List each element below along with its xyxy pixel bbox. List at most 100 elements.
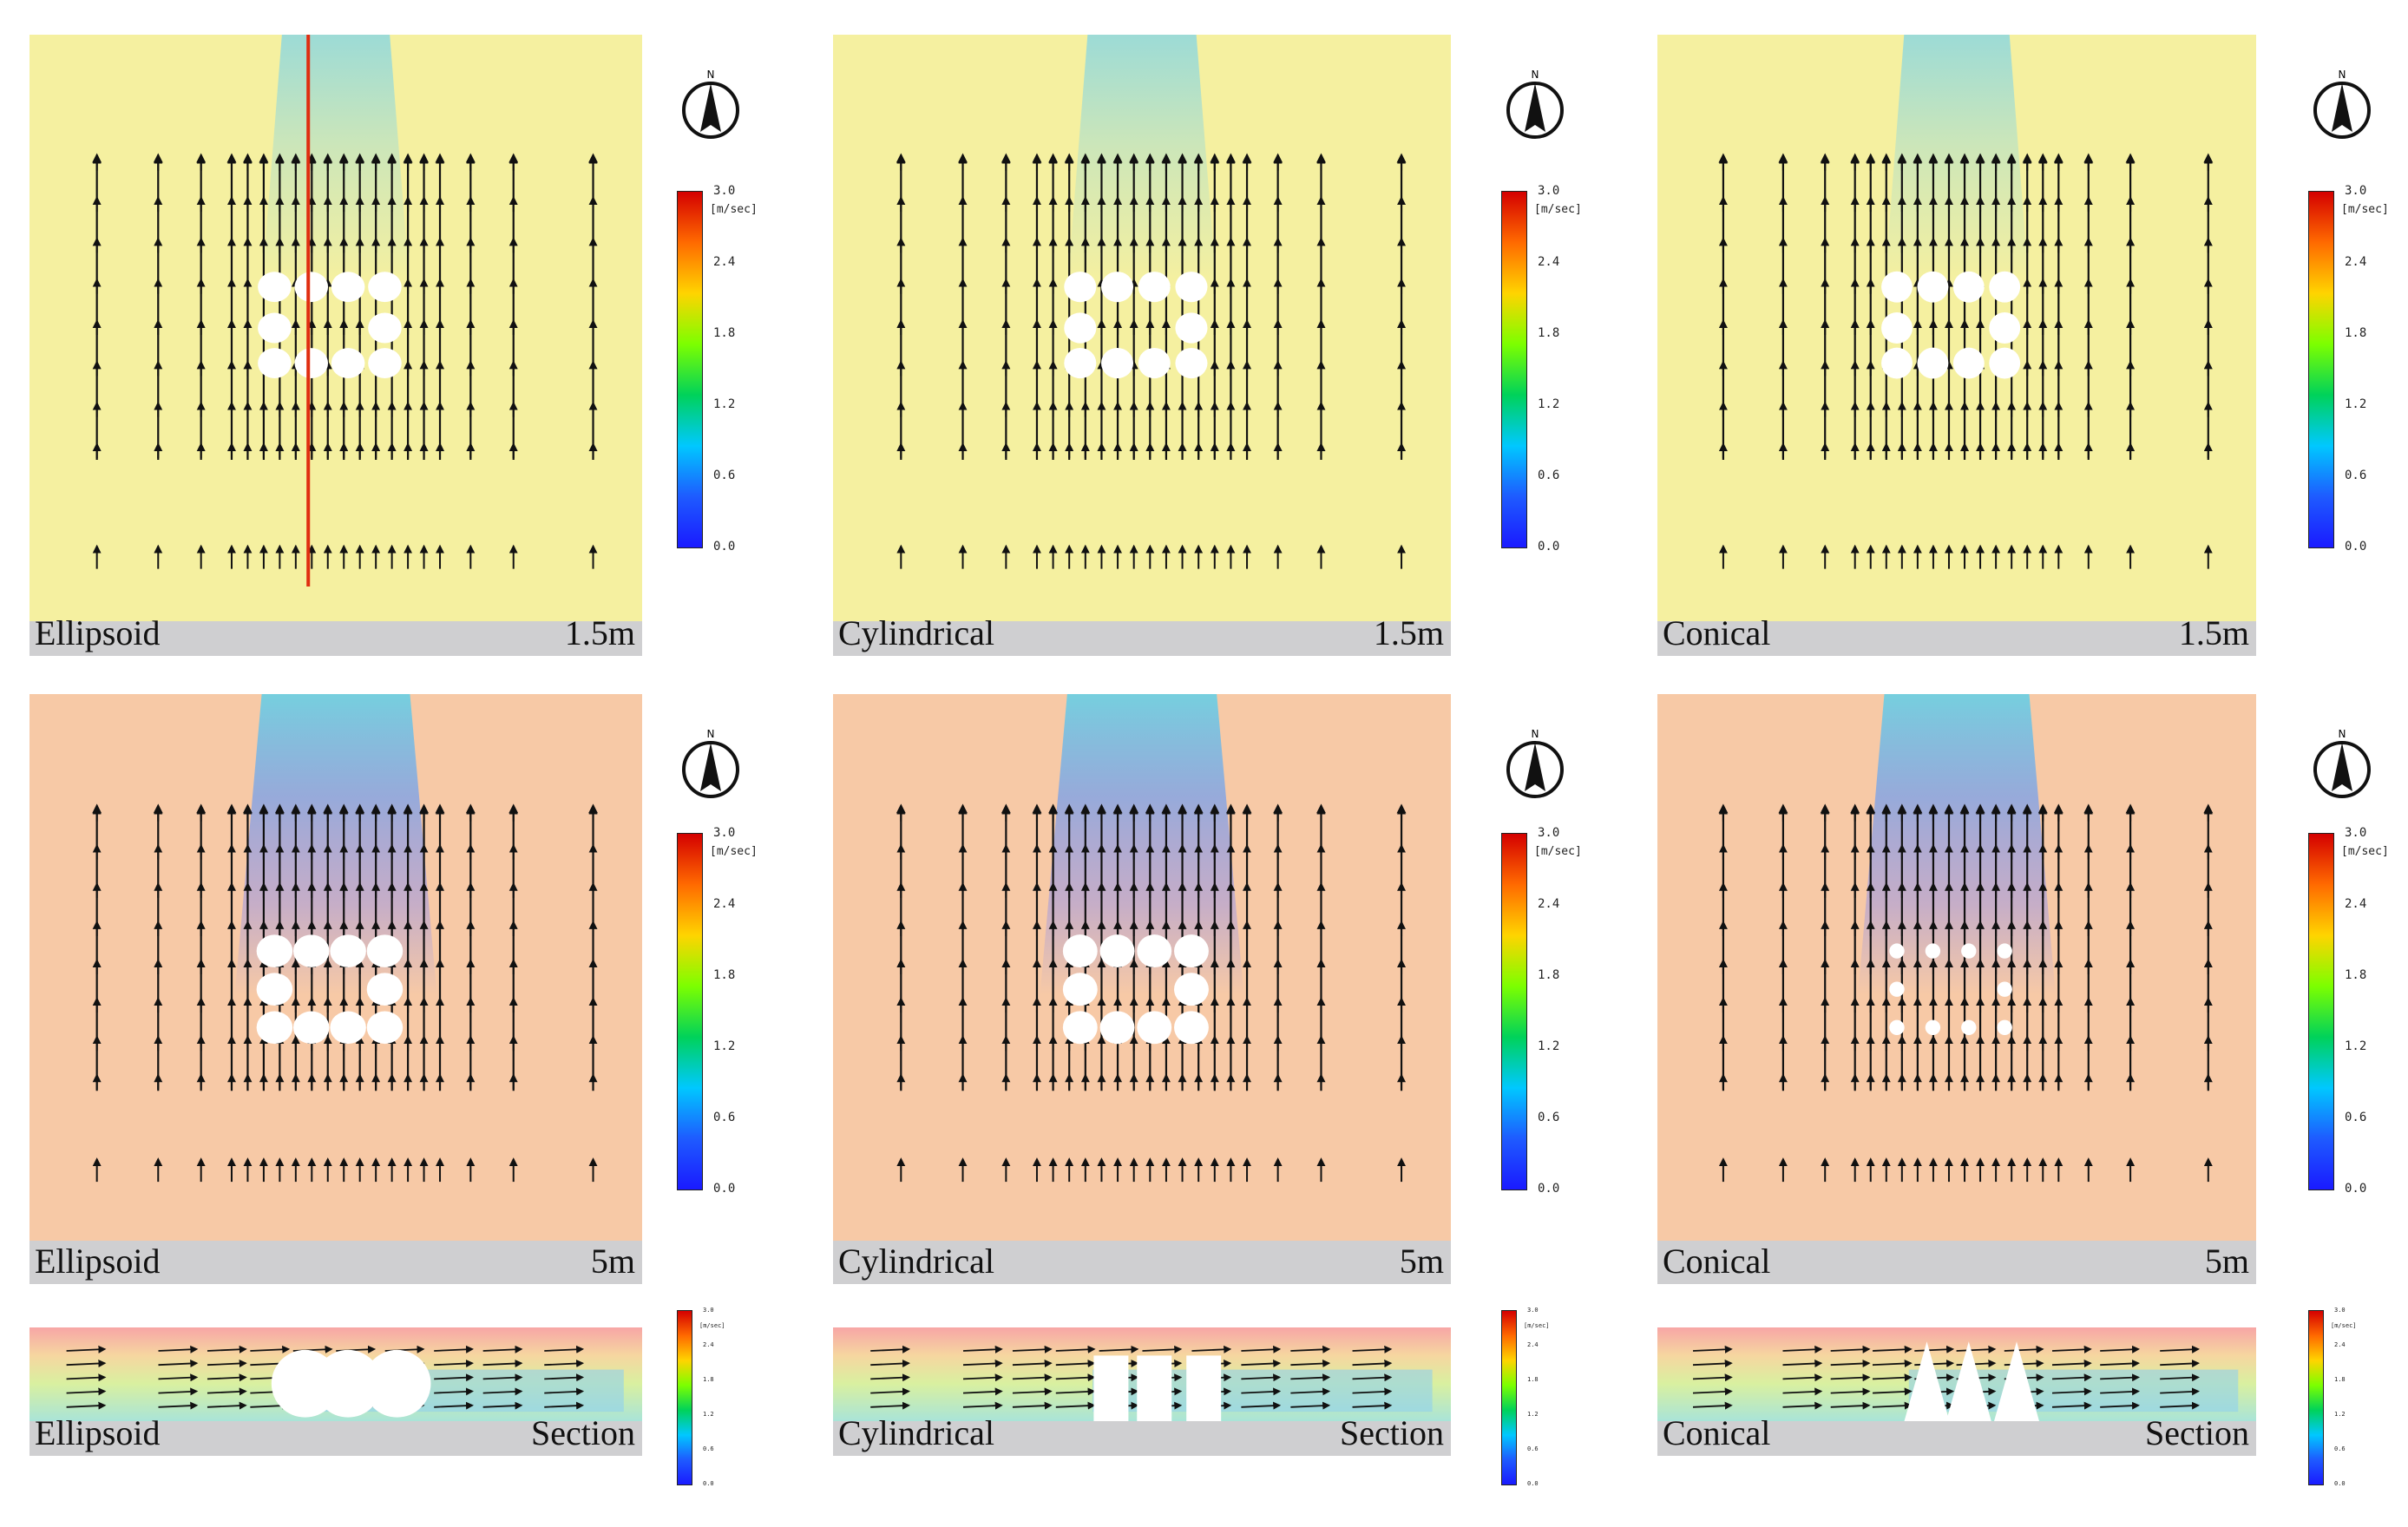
panel-ellipsoid-row2: Ellipsoid 5m <box>30 694 642 1284</box>
obstacle <box>1064 272 1097 303</box>
legend-unit: [m/sec] <box>1534 845 1582 858</box>
obstacle <box>1889 943 1905 959</box>
velocity-arrow <box>2160 1387 2200 1396</box>
velocity-arrow <box>1914 1345 1955 1353</box>
legend-tick-label: 3.0 <box>713 184 736 198</box>
velocity-arrow <box>2160 1360 2200 1368</box>
legend-color-bar <box>677 191 703 548</box>
obstacle <box>331 348 365 378</box>
obstacle <box>1881 271 1913 303</box>
legend-tick-label: 2.4 <box>2334 1341 2346 1348</box>
north-arrow-icon: N <box>1505 727 1565 798</box>
velocity-arrow <box>207 1345 247 1353</box>
velocity-arrow <box>962 1373 1003 1382</box>
velocity-arrow <box>158 1387 199 1396</box>
obstacle <box>294 348 329 378</box>
obstacle <box>1186 1355 1222 1421</box>
velocity-vectors <box>896 153 1407 569</box>
velocity-arrow <box>870 1345 910 1353</box>
velocity-arrow <box>2160 1345 2200 1353</box>
obstacle <box>1925 1019 1941 1035</box>
obstacle <box>1064 347 1097 379</box>
velocity-arrow <box>962 1387 1003 1396</box>
velocity-arrow <box>1352 1360 1393 1368</box>
obstacle <box>1101 272 1134 303</box>
legend-tick-label: 0.6 <box>2334 1445 2346 1452</box>
obstacle <box>1994 1341 2039 1421</box>
legend-tick-label: 0.6 <box>713 1111 736 1124</box>
legend-tick-label: 1.2 <box>2345 397 2367 411</box>
panel-conical-row2: Conical 5m <box>1657 694 2256 1284</box>
legend-color-bar <box>2308 1310 2324 1485</box>
velocity-arrow <box>2160 1401 2200 1410</box>
obstacle <box>1917 271 1949 303</box>
velocity-vectors <box>92 153 599 569</box>
velocity-arrow <box>870 1387 910 1396</box>
velocity-arrow <box>1830 1345 1871 1353</box>
obstacle <box>1904 1341 1950 1421</box>
obstacle <box>258 348 292 378</box>
svg-text:N: N <box>707 69 715 81</box>
obstacle <box>1961 1019 1977 1035</box>
obstacle <box>1917 347 1949 379</box>
north-arrow-icon: N <box>2312 68 2372 139</box>
obstacle <box>1137 1355 1172 1421</box>
obstacle <box>1989 312 2021 344</box>
velocity-arrow <box>1872 1360 1913 1368</box>
velocity-arrow <box>870 1373 910 1382</box>
obstacle-group <box>1889 943 2012 1035</box>
obstacle <box>1889 1019 1905 1035</box>
velocity-arrow <box>2100 1387 2140 1396</box>
velocity-arrow <box>158 1401 199 1410</box>
velocity-arrow <box>1191 1345 1232 1353</box>
panel-caption: Cylindrical 1.5m <box>833 616 1451 656</box>
obstacle <box>1989 271 2021 303</box>
velocity-arrow <box>2160 1373 2200 1382</box>
obstacle <box>256 1011 293 1045</box>
velocity-arrow <box>1241 1373 1282 1382</box>
height-label: 5m <box>1399 1242 1444 1281</box>
velocity-arrow <box>434 1345 474 1353</box>
velocity-arrow <box>1012 1373 1053 1382</box>
obstacle <box>330 934 366 967</box>
svg-text:N: N <box>2339 728 2346 740</box>
legend-tick-label: 0.6 <box>703 1445 714 1452</box>
legend-unit: [m/sec] <box>2341 845 2389 858</box>
velocity-arrow <box>1055 1373 1096 1382</box>
legend-tick-label: 2.4 <box>2345 897 2367 911</box>
obstacle <box>294 272 329 303</box>
velocity-arrow <box>1782 1387 1823 1396</box>
obstacle <box>1997 981 2012 997</box>
velocity-arrow <box>2051 1387 2092 1396</box>
velocity-arrow <box>482 1401 523 1410</box>
legend-tick-label: 1.2 <box>1538 1039 1560 1053</box>
velocity-arrow <box>1872 1345 1913 1353</box>
legend-unit: [m/sec] <box>2341 203 2389 216</box>
obstacle-group <box>1093 1355 1222 1421</box>
obstacle <box>1175 347 1208 379</box>
velocity-arrow <box>1830 1387 1871 1396</box>
legend-tick-label: 1.2 <box>2334 1411 2346 1418</box>
legend-tick-label: 3.0 <box>1538 826 1560 840</box>
velocity-arrow <box>2100 1373 2140 1382</box>
obstacle <box>1952 347 1985 379</box>
velocity-arrow <box>2100 1360 2140 1368</box>
velocity-arrow <box>207 1360 247 1368</box>
velocity-arrow <box>1290 1387 1331 1396</box>
obstacle <box>1881 347 1913 379</box>
obstacle <box>1989 347 2021 379</box>
velocity-arrow <box>544 1360 585 1368</box>
legend-tick-label: 0.6 <box>1538 1111 1560 1124</box>
obstacle-group <box>1904 1341 2039 1421</box>
legend-tick-label: 2.4 <box>1527 1341 1539 1348</box>
obstacle <box>368 312 402 344</box>
legend-tick-label: 1.2 <box>703 1411 714 1418</box>
velocity-arrow <box>66 1401 107 1410</box>
velocity-arrow <box>434 1387 474 1396</box>
velocity-arrow <box>1782 1360 1823 1368</box>
velocity-arrow <box>2051 1401 2092 1410</box>
legend-tick-label: 2.4 <box>2345 255 2367 269</box>
legend-tick-label: 1.2 <box>2345 1039 2367 1053</box>
legend-tick-label: 0.6 <box>713 469 736 482</box>
shape-label: Cylindrical <box>838 1242 994 1281</box>
